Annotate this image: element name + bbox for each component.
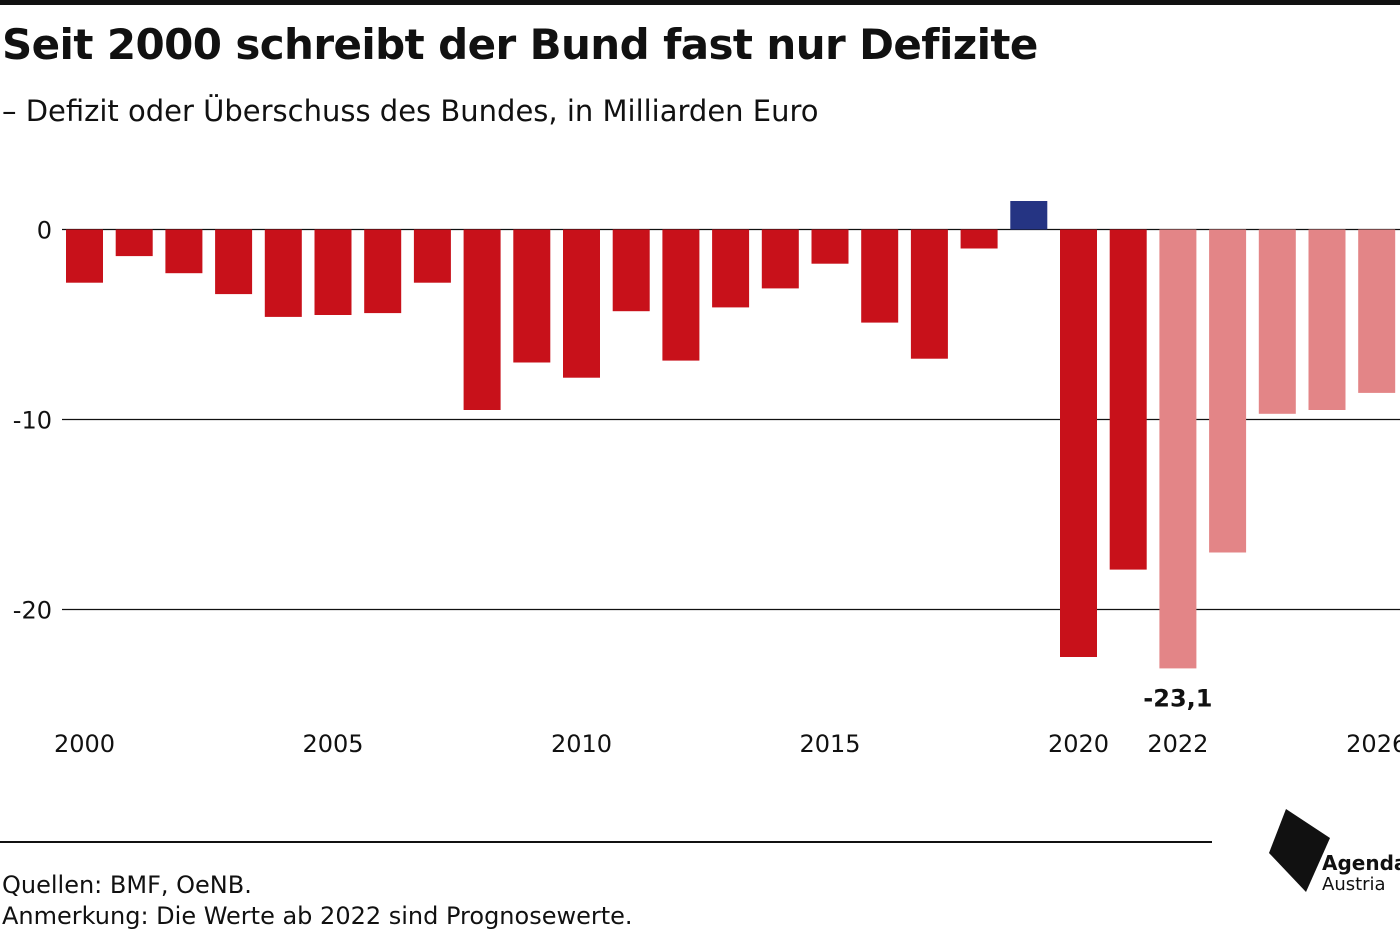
y-tick-label: -10 [13,407,52,435]
bar-2002 [165,229,203,274]
x-tick-label: 2000 [54,730,115,758]
x-tick-label: 2022 [1147,730,1208,758]
bar-2008 [463,229,501,410]
logo-mark-icon [1269,809,1330,892]
footer-rule [0,841,1212,843]
bar-2010 [563,229,600,378]
bar-2026 [1358,229,1396,393]
bar-2000 [66,229,103,283]
bars [66,201,1396,669]
bar-2025 [1308,229,1346,410]
bar-2007 [413,229,451,283]
bar-2017 [910,229,948,359]
annotations: -23,1 [1143,684,1212,712]
y-axis-tick-labels: 0 -10 -20 [13,217,52,625]
bar-2012 [662,229,700,361]
bar-2019 [1010,201,1048,230]
bar-2009 [513,229,551,363]
y-tick-label: -20 [13,597,52,625]
chart-subtitle: – Defizit oder Überschuss des Bundes, in… [2,94,819,128]
bar-2014 [761,229,799,289]
bar-2004 [264,229,302,317]
bar-2023 [1209,229,1247,553]
bar-2015 [811,229,849,264]
top-rule [0,0,1400,5]
logo-text-line2: Austria [1322,874,1386,895]
bar-chart: 0 -10 -20 2000 2005 2010 2015 2020 2022 2026 -23… [13,201,1400,758]
bar-2024 [1258,229,1296,414]
x-tick-label: 2005 [302,730,363,758]
forecast-note: Anmerkung: Die Werte ab 2022 sind Progno… [2,902,633,930]
bar-2006 [364,229,402,314]
x-tick-label: 2015 [799,730,860,758]
x-tick-label: 2026 [1346,730,1400,758]
x-tick-label: 2020 [1048,730,1109,758]
x-axis-tick-labels: 2000 2005 2010 2015 2020 2022 2026 [54,730,1400,758]
bar-2003 [215,229,253,295]
bar-2001 [115,229,153,257]
bar-2022 [1159,229,1197,669]
bar-2016 [861,229,899,323]
sources-note: Quellen: BMF, OeNB. [2,871,252,899]
chart-title: Seit 2000 schreibt der Bund fast nur Def… [2,20,1038,69]
bar-2018 [960,229,998,249]
bar-2011 [612,229,650,312]
y-tick-label: 0 [37,217,52,245]
agenda-austria-logo: Agenda Austria [1266,806,1400,896]
x-tick-label: 2010 [551,730,612,758]
data-label: -23,1 [1143,684,1212,712]
bar-2005 [314,229,352,315]
bar-2020 [1060,229,1097,657]
logo-text-line1: Agenda [1322,851,1400,875]
bar-2021 [1109,229,1147,570]
bar-2013 [712,229,750,308]
